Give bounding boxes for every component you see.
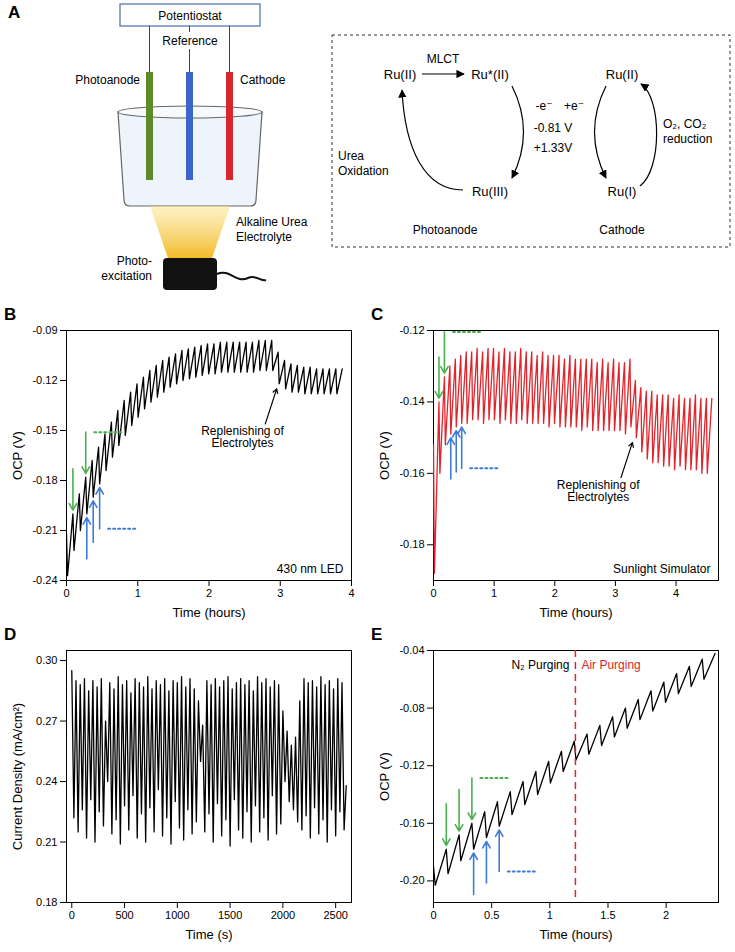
svg-text:-0.04: -0.04 [399, 644, 424, 656]
svg-text:Photo-: Photo- [117, 254, 152, 268]
svg-text:Cathode: Cathode [599, 223, 645, 237]
svg-text:-0.81 V: -0.81 V [534, 121, 573, 135]
svg-text:0.18: 0.18 [36, 896, 57, 908]
svg-text:0.5: 0.5 [484, 909, 499, 921]
svg-text:-0.14: -0.14 [399, 395, 424, 407]
svg-text:0.24: 0.24 [36, 775, 57, 787]
svg-text:Air Purging: Air Purging [581, 658, 640, 672]
svg-text:-0.12: -0.12 [399, 324, 424, 336]
svg-text:430 nm LED: 430 nm LED [277, 562, 344, 576]
svg-text:0.21: 0.21 [36, 836, 57, 848]
svg-text:-0.08: -0.08 [399, 702, 424, 714]
svg-text:Ru(II): Ru(II) [606, 67, 639, 82]
svg-text:OCP (V): OCP (V) [377, 431, 392, 480]
svg-text:-e⁻: -e⁻ [535, 99, 552, 113]
svg-text:MLCT: MLCT [427, 52, 460, 66]
svg-text:-0.18: -0.18 [32, 474, 57, 486]
svg-text:0: 0 [430, 909, 436, 921]
svg-text:3: 3 [612, 587, 618, 599]
svg-text:0.30: 0.30 [36, 654, 57, 666]
svg-text:Time (hours): Time (hours) [539, 605, 612, 620]
svg-text:Alkaline Urea: Alkaline Urea [236, 215, 308, 229]
svg-text:Photoanode: Photoanode [75, 73, 140, 87]
svg-text:2500: 2500 [323, 909, 347, 921]
svg-text:Current Density (mA/cm²): Current Density (mA/cm²) [10, 703, 25, 850]
html-text:C: C [371, 305, 384, 324]
svg-text:Ru(III): Ru(III) [472, 184, 508, 199]
svg-text:excitation: excitation [101, 269, 152, 283]
svg-text:+1.33V: +1.33V [534, 141, 572, 155]
svg-text:0: 0 [430, 587, 436, 599]
svg-text:0: 0 [69, 909, 75, 921]
svg-text:0.27: 0.27 [36, 715, 57, 727]
svg-text:Time (hours): Time (hours) [539, 927, 612, 942]
svg-text:Electrolyte: Electrolyte [236, 230, 292, 244]
html-text:E: E [371, 625, 383, 644]
svg-text:Time (s): Time (s) [185, 927, 232, 942]
svg-text:OCP (V): OCP (V) [377, 752, 392, 801]
svg-text:Ru(II): Ru(II) [384, 67, 417, 82]
svg-text:500: 500 [115, 909, 133, 921]
svg-text:OCP (V): OCP (V) [10, 431, 25, 480]
svg-text:Replenishing ofElectrolytes: Replenishing ofElectrolytes [201, 424, 284, 450]
svg-text:Cathode: Cathode [240, 73, 286, 87]
svg-text:2: 2 [663, 909, 669, 921]
svg-text:-0.15: -0.15 [32, 424, 57, 436]
svg-text:A: A [8, 3, 20, 22]
svg-text:-0.18: -0.18 [399, 538, 424, 550]
svg-text:reduction: reduction [663, 132, 712, 146]
html-text:B: B [4, 305, 17, 324]
svg-text:1000: 1000 [165, 909, 189, 921]
svg-text:-0.12: -0.12 [32, 374, 57, 386]
svg-text:Ru(I): Ru(I) [608, 184, 637, 199]
svg-text:Time (hours): Time (hours) [172, 605, 245, 620]
svg-text:Replenishing ofElectrolytes: Replenishing ofElectrolytes [557, 478, 640, 504]
svg-text:-0.16: -0.16 [399, 817, 424, 829]
svg-text:-0.09: -0.09 [32, 324, 57, 336]
svg-text:Reference: Reference [162, 34, 218, 48]
svg-text:1.5: 1.5 [600, 909, 615, 921]
svg-text:1: 1 [135, 587, 141, 599]
svg-text:4: 4 [348, 587, 354, 599]
svg-text:3: 3 [277, 587, 283, 599]
svg-text:-0.16: -0.16 [399, 467, 424, 479]
svg-text:Sunlight Simulator: Sunlight Simulator [613, 562, 710, 576]
svg-text:1: 1 [547, 909, 553, 921]
svg-text:Photoanode: Photoanode [413, 223, 478, 237]
svg-text:Oxidation: Oxidation [338, 164, 389, 178]
svg-text:Ru*(II): Ru*(II) [471, 67, 509, 82]
svg-text:2: 2 [552, 587, 558, 599]
svg-text:-0.21: -0.21 [32, 524, 57, 536]
svg-text:1500: 1500 [218, 909, 242, 921]
svg-text:O₂, CO₂: O₂, CO₂ [663, 117, 707, 131]
svg-text:-0.20: -0.20 [399, 874, 424, 886]
svg-text:-0.12: -0.12 [399, 759, 424, 771]
svg-text:+e⁻: +e⁻ [564, 99, 584, 113]
svg-text:Potentiostat: Potentiostat [158, 9, 222, 23]
svg-text:N₂ Purging: N₂ Purging [511, 658, 569, 672]
svg-text:2000: 2000 [271, 909, 295, 921]
svg-text:4: 4 [673, 587, 679, 599]
svg-text:2: 2 [206, 587, 212, 599]
svg-text:0: 0 [63, 587, 69, 599]
svg-text:-0.24: -0.24 [32, 574, 57, 586]
svg-text:Urea: Urea [338, 149, 364, 163]
html-text:D: D [4, 625, 17, 644]
svg-text:1: 1 [491, 587, 497, 599]
